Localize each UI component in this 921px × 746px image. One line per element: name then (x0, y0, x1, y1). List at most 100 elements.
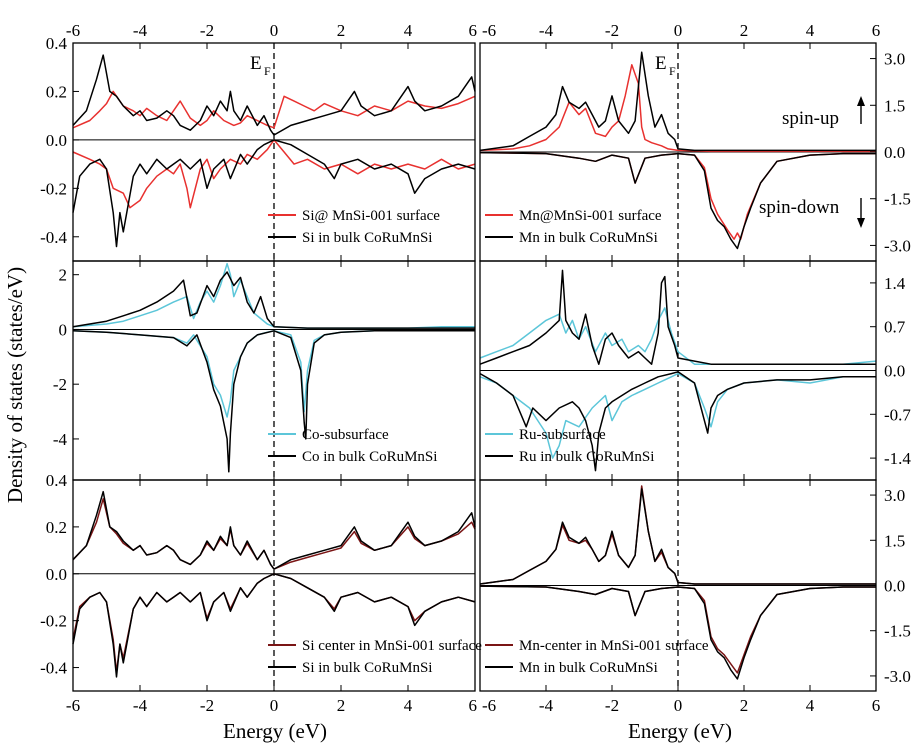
y-tick-label: 1.4 (884, 274, 906, 293)
legend-entry: Si in bulk CoRuMnSi (268, 660, 432, 676)
y-axis-title: Density of states (states/eV) (3, 267, 27, 503)
x-tick-label: -4 (133, 696, 148, 715)
svg-text:E: E (655, 53, 667, 74)
x-tick-label: -4 (133, 21, 148, 40)
y-tick-label: -4 (53, 430, 68, 449)
legend-entry: Co in bulk CoRuMnSi (268, 449, 437, 465)
legend-entry: Co-subsurface (268, 427, 389, 443)
svg-text:F: F (669, 64, 676, 78)
spin-down-annotation: spin-down (759, 197, 865, 228)
x-tick-label: 6 (872, 696, 881, 715)
y-tick-label: -0.2 (40, 612, 67, 631)
legend-label: Ru-subsurface (519, 427, 606, 443)
fermi-label-right: E F (655, 53, 676, 78)
series-line-2 (72, 490, 476, 570)
legend-label: Co-subsurface (302, 427, 389, 443)
x-tick-label: -2 (200, 696, 214, 715)
panel-bottom-right: -6 -4 -2 0 2 4 6-3.0 -1.5 0.0 1.5 3.0 Mn-center in … (479, 479, 911, 715)
x-tick-label: -2 (605, 696, 619, 715)
x-tick-label: 2 (740, 21, 749, 40)
y-tick-label: 1.5 (884, 96, 905, 115)
legend-label: Si in bulk CoRuMnSi (302, 660, 432, 676)
y-tick-label: -1.4 (884, 449, 911, 468)
legend-entry: Ru-subsurface (485, 427, 606, 443)
panel-middle-right: -1.4 -0.7 0.0 0.7 1.4 Ru-subsurface Ru in bulk… (479, 260, 911, 481)
legend-entry: Mn in bulk CoRuMnSi (485, 660, 658, 676)
panel-middle-left: -4 -2 0 2 Co-subsurface Co in bulk CoRuMnSi (53, 260, 476, 481)
legend-label: Si@ MnSi-001 surface (302, 208, 440, 224)
series-line-3 (72, 573, 476, 678)
y-tick-label: -3.0 (884, 667, 911, 686)
panels-layer: -6 -4 -2 0 2 4 6 -0.4 -0.2 0.0 0.2 0.4 Si@ MnSi-001 … (40, 21, 911, 715)
x-tick-label: -2 (605, 21, 619, 40)
y-tick-label: -0.2 (40, 179, 67, 198)
x-tick-label: 6 (872, 21, 881, 40)
y-tick-label: 0 (59, 320, 68, 339)
legend-entry: Ru in bulk CoRuMnSi (485, 449, 654, 465)
x-tick-label: 4 (404, 696, 413, 715)
y-tick-label: 3.0 (884, 50, 905, 69)
legend-label: Si center in MnSi-001 surface (302, 638, 482, 654)
series-line-3 (72, 330, 475, 473)
legend-entry: Si@ MnSi-001 surface (268, 208, 440, 224)
x-tick-label: 0 (270, 21, 279, 40)
series-line-2 (72, 54, 476, 136)
y-tick-label: -0.4 (40, 228, 67, 247)
legend-label: Co in bulk CoRuMnSi (302, 449, 437, 465)
x-tick-label: 6 (469, 21, 478, 40)
y-tick-label: -1.5 (884, 190, 911, 209)
x-axis-title-right: Energy (eV) (628, 719, 732, 743)
legend-label: Ru in bulk CoRuMnSi (519, 449, 654, 465)
x-tick-label: 0 (270, 696, 279, 715)
series-line-3 (72, 139, 476, 248)
y-tick-label: 1.5 (884, 531, 905, 550)
legend-label: Mn in bulk CoRuMnSi (519, 230, 658, 246)
y-tick-label: 0.0 (884, 143, 905, 162)
x-tick-label: 2 (740, 696, 749, 715)
svg-text:E: E (250, 53, 262, 74)
y-tick-label: -0.4 (40, 659, 67, 678)
y-tick-label: 3.0 (884, 486, 905, 505)
y-tick-label: 0.4 (46, 471, 68, 490)
y-tick-label: -2 (53, 375, 67, 394)
x-tick-label: 2 (337, 696, 346, 715)
x-tick-label: 0 (674, 696, 683, 715)
y-tick-label: 0.2 (46, 82, 67, 101)
x-axis-title-left: Energy (eV) (223, 719, 327, 743)
x-tick-label: -6 (66, 21, 80, 40)
y-tick-label: 0.0 (46, 565, 67, 584)
panel-top-right: -6 -4 -2 0 2 4 6 -3.0 -1.5 0.0 1.5 3.0 Mn@MnSi-001 s… (479, 21, 911, 262)
x-tick-label: -6 (482, 696, 496, 715)
y-tick-label: 2 (59, 266, 68, 285)
x-tick-label: 4 (806, 696, 815, 715)
y-tick-label: -1.5 (884, 622, 911, 641)
spin-up-annotation: spin-up (782, 96, 865, 129)
x-tick-label: 2 (337, 21, 346, 40)
legend-entry: Mn in bulk CoRuMnSi (485, 230, 658, 246)
series-line-2 (479, 488, 876, 585)
svg-text:spin-down: spin-down (759, 197, 840, 218)
panel-bottom-left: -6 -4 -2 0 2 4 6 -0.4 -0.2 0.0 0.2 0.4 Si center in … (40, 471, 482, 715)
y-tick-label: 0.0 (884, 577, 905, 596)
panel-top-left: -6 -4 -2 0 2 4 6 -0.4 -0.2 0.0 0.2 0.4 Si@ MnSi-001 … (40, 21, 478, 262)
legend-entry: Si center in MnSi-001 surface (268, 638, 482, 654)
series-line-0 (72, 90, 476, 129)
y-tick-label: 0.7 (884, 318, 906, 337)
series-line-0 (479, 64, 876, 153)
legend-entry: Mn@MnSi-001 surface (485, 208, 662, 224)
y-tick-label: 0.0 (884, 362, 905, 381)
y-tick-label: 0.0 (46, 131, 67, 150)
series-line-2 (479, 269, 876, 365)
y-tick-label: -0.7 (884, 405, 911, 424)
x-tick-label: 0 (674, 21, 683, 40)
x-tick-label: 6 (469, 696, 478, 715)
fermi-label-left: E F (250, 53, 271, 78)
series-line-3 (479, 371, 876, 472)
legend-label: Mn in bulk CoRuMnSi (519, 660, 658, 676)
series-line-3 (479, 151, 876, 250)
series-line-2 (72, 271, 475, 329)
x-tick-label: 4 (404, 21, 413, 40)
legend-label: Mn@MnSi-001 surface (519, 208, 662, 224)
svg-text:spin-up: spin-up (782, 108, 839, 129)
